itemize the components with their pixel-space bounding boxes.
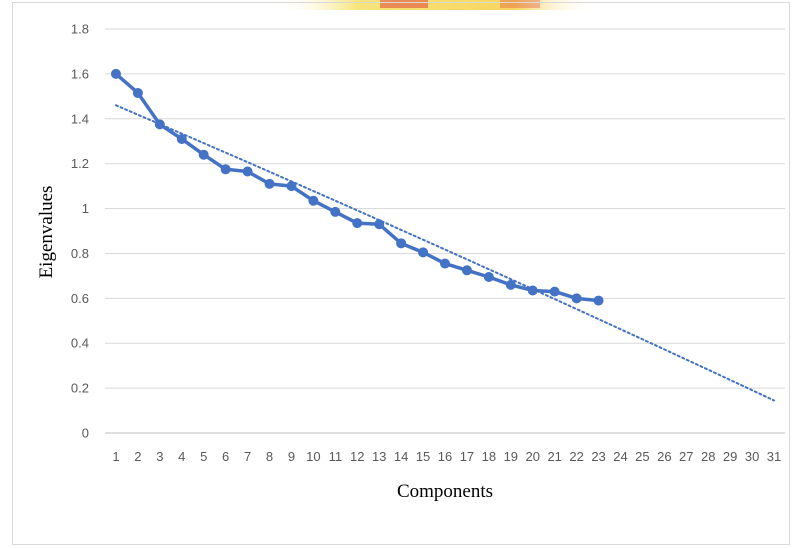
x-tick-label: 29 [723, 449, 737, 464]
x-tick-label: 2 [134, 449, 141, 464]
x-tick-label: 19 [504, 449, 518, 464]
data-point [352, 218, 363, 229]
y-tick-label: 0.2 [71, 381, 89, 396]
data-point [527, 285, 538, 296]
data-point [593, 295, 604, 306]
y-tick-label: 0.4 [71, 336, 89, 351]
y-axis-ticks: 0 0.2 0.4 0.6 0.8 1 1.2 1.4 1.6 1.8 [71, 22, 89, 441]
x-tick-label: 18 [482, 449, 496, 464]
data-point [418, 247, 429, 258]
data-point [330, 206, 341, 217]
data-point [571, 293, 582, 304]
x-tick-label: 9 [288, 449, 295, 464]
data-point [198, 149, 209, 160]
x-tick-label: 6 [222, 449, 229, 464]
x-tick-label: 30 [745, 449, 759, 464]
x-tick-label: 25 [635, 449, 649, 464]
x-tick-label: 7 [244, 449, 251, 464]
x-tick-label: 24 [613, 449, 627, 464]
y-tick-label: 0 [82, 426, 89, 441]
data-point [110, 68, 121, 79]
data-point [264, 178, 275, 189]
y-tick-label: 1.6 [71, 66, 89, 81]
x-tick-label: 11 [329, 449, 343, 464]
x-tick-label: 14 [394, 449, 408, 464]
data-point [461, 265, 472, 276]
data-point [440, 258, 450, 269]
data-point [505, 279, 516, 290]
x-axis-ticks: 1 2 3 4 5 6 7 8 9 10 11 12 13 14 15 16 17 18 19 20 21 22 23 24 2… [112, 449, 781, 464]
x-tick-label: 15 [416, 449, 430, 464]
data-point [154, 119, 165, 130]
data-point [308, 195, 319, 206]
series-line [114, 72, 599, 303]
x-tick-label: 22 [569, 449, 583, 464]
header-banner-strip [0, 0, 793, 10]
chart-frame [12, 2, 790, 545]
x-tick-label: 3 [156, 449, 163, 464]
data-point [220, 164, 231, 175]
x-tick-label: 17 [460, 449, 474, 464]
x-axis-title: Components [397, 481, 493, 502]
data-point [176, 133, 187, 144]
x-tick-label: 16 [438, 449, 452, 464]
x-tick-label: 8 [266, 449, 273, 464]
x-tick-label: 23 [591, 449, 605, 464]
trendline [114, 104, 776, 402]
x-tick-label: 10 [306, 449, 320, 464]
y-axis-title: Eigenvalues [36, 186, 57, 279]
y-tick-label: 0.6 [71, 291, 89, 306]
x-tick-label: 13 [372, 449, 386, 464]
x-tick-label: 27 [679, 449, 693, 464]
y-tick-label: 1.4 [71, 111, 89, 126]
data-point [483, 272, 494, 283]
series-markers [110, 68, 604, 306]
data-point [396, 238, 407, 249]
x-tick-label: 5 [200, 449, 207, 464]
y-tick-label: 1.2 [71, 156, 89, 171]
x-tick-label: 4 [178, 449, 185, 464]
y-tick-label: 0.8 [71, 246, 89, 261]
y-tick-label: 1.8 [71, 22, 89, 37]
data-point [132, 87, 143, 98]
x-tick-label: 21 [547, 449, 561, 464]
data-point [549, 286, 560, 297]
x-tick-label: 12 [350, 449, 364, 464]
gridlines [105, 28, 785, 434]
data-point [374, 219, 385, 230]
x-tick-label: 31 [767, 449, 781, 464]
data-point [242, 166, 253, 177]
data-point [286, 181, 297, 192]
x-tick-label: 28 [701, 449, 715, 464]
x-tick-label: 20 [526, 449, 540, 464]
x-tick-label: 1 [112, 449, 119, 464]
x-tick-label: 26 [657, 449, 671, 464]
y-tick-label: 1 [82, 201, 89, 216]
